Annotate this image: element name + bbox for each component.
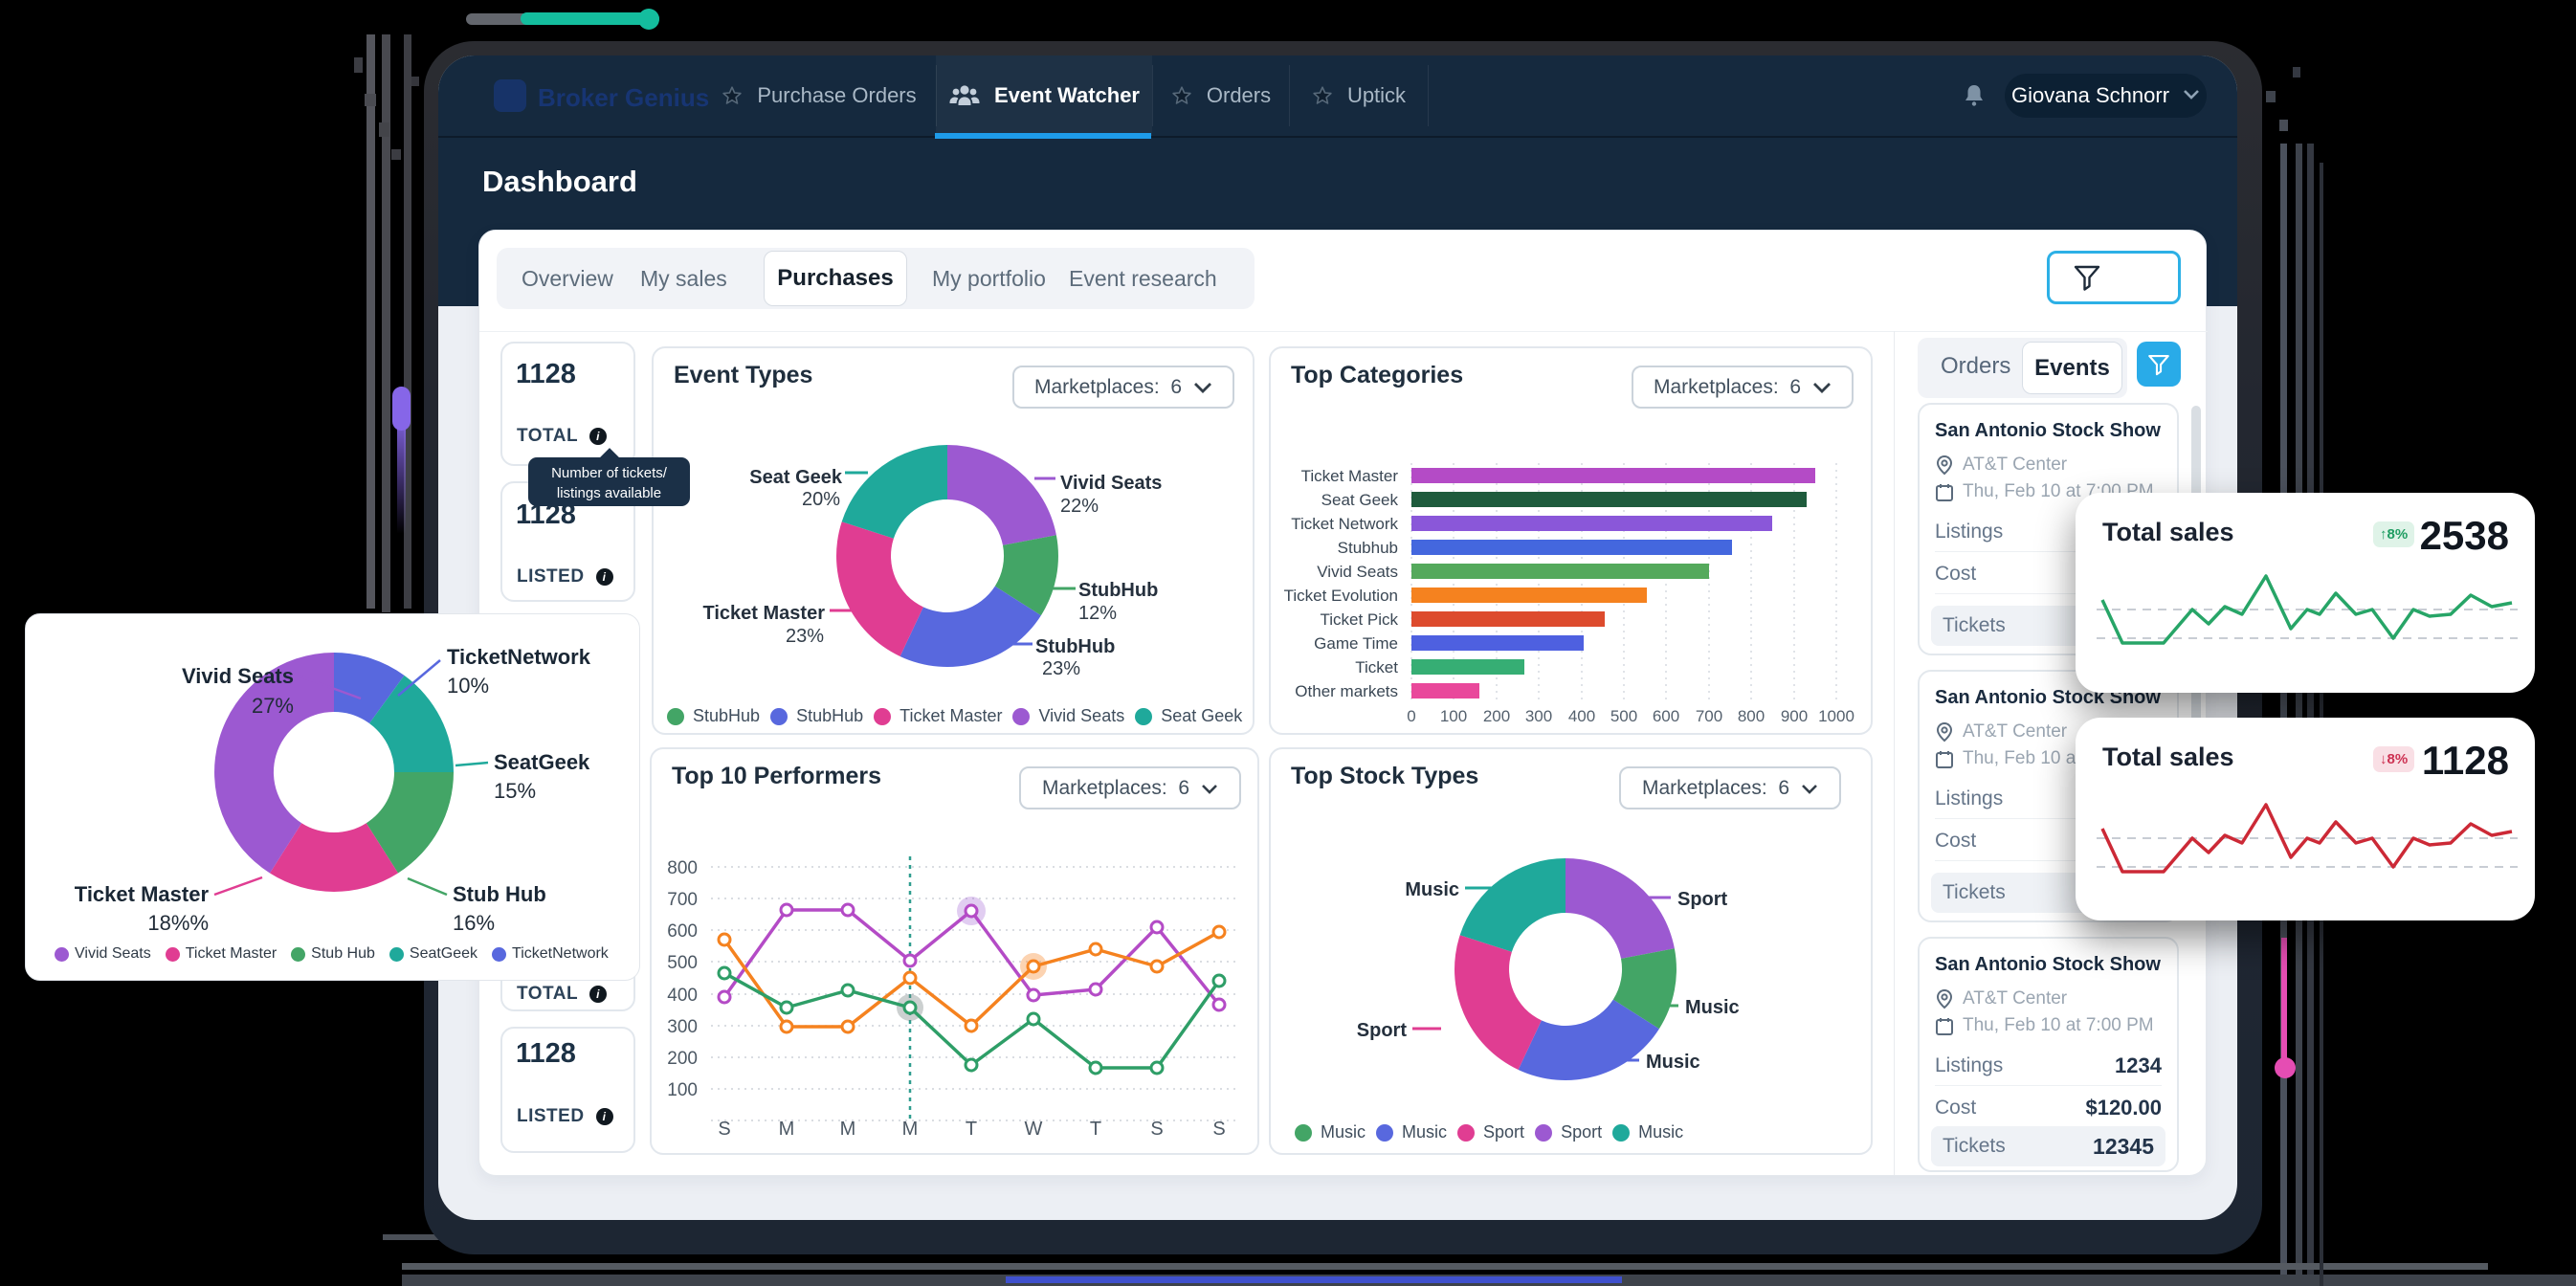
svg-text:M: M: [779, 1119, 795, 1140]
svg-text:Ticket Network: Ticket Network: [1291, 515, 1398, 533]
svg-text:1000: 1000: [1818, 707, 1854, 725]
svg-text:Vivid Seats: Vivid Seats: [182, 664, 294, 688]
svg-text:500: 500: [1610, 707, 1637, 725]
svg-text:18%%: 18%%: [147, 911, 209, 935]
svg-text:27%: 27%: [252, 694, 294, 718]
svg-text:Vivid Seats: Vivid Seats: [1317, 563, 1398, 581]
svg-text:200: 200: [1483, 707, 1510, 725]
svg-text:800: 800: [667, 858, 698, 878]
svg-text:Ticket Evolution: Ticket Evolution: [1284, 587, 1398, 605]
svg-text:Music: Music: [1685, 997, 1740, 1018]
svg-text:Stubhub: Stubhub: [1338, 539, 1398, 557]
svg-text:400: 400: [667, 986, 698, 1006]
svg-text:TicketNetwork: TicketNetwork: [447, 645, 591, 669]
svg-text:100: 100: [667, 1080, 698, 1100]
svg-text:400: 400: [1568, 707, 1595, 725]
svg-text:Ticket Master: Ticket Master: [703, 603, 826, 624]
svg-text:T: T: [966, 1119, 977, 1140]
svg-text:300: 300: [1525, 707, 1552, 725]
svg-text:T: T: [1090, 1119, 1101, 1140]
svg-text:Other markets: Other markets: [1295, 682, 1398, 700]
svg-text:Ticket Pick: Ticket Pick: [1320, 610, 1398, 629]
svg-text:StubHub: StubHub: [1035, 636, 1115, 657]
svg-text:Sport: Sport: [1677, 889, 1728, 910]
svg-text:W: W: [1025, 1119, 1043, 1140]
svg-text:500: 500: [667, 953, 698, 973]
svg-text:600: 600: [667, 921, 698, 942]
svg-text:15%: 15%: [494, 779, 536, 803]
svg-text:200: 200: [667, 1049, 698, 1069]
svg-text:12%: 12%: [1078, 603, 1117, 624]
svg-text:700: 700: [667, 890, 698, 910]
svg-text:Game Time: Game Time: [1314, 634, 1398, 653]
svg-text:100: 100: [1440, 707, 1467, 725]
svg-text:Stub Hub: Stub Hub: [453, 882, 546, 906]
svg-text:SeatGeek: SeatGeek: [494, 750, 590, 774]
svg-text:Vivid Seats: Vivid Seats: [1060, 473, 1162, 494]
svg-text:Music: Music: [1646, 1052, 1700, 1073]
svg-text:StubHub: StubHub: [1078, 580, 1158, 601]
svg-text:Seat Geek: Seat Geek: [749, 467, 843, 488]
svg-text:S: S: [1150, 1119, 1163, 1140]
svg-text:Music: Music: [1405, 879, 1459, 900]
svg-text:700: 700: [1696, 707, 1722, 725]
svg-text:Sport: Sport: [1357, 1020, 1408, 1041]
svg-text:Ticket Master: Ticket Master: [75, 882, 210, 906]
svg-text:Ticket: Ticket: [1355, 658, 1398, 676]
svg-text:M: M: [902, 1119, 919, 1140]
svg-text:23%: 23%: [786, 626, 824, 647]
svg-text:10%: 10%: [447, 674, 489, 698]
svg-text:22%: 22%: [1060, 496, 1099, 517]
svg-text:S: S: [1212, 1119, 1225, 1140]
svg-text:23%: 23%: [1042, 658, 1080, 679]
svg-text:M: M: [840, 1119, 856, 1140]
svg-text:300: 300: [667, 1017, 698, 1037]
svg-text:Ticket Master: Ticket Master: [1301, 467, 1399, 485]
svg-text:800: 800: [1738, 707, 1765, 725]
svg-text:900: 900: [1781, 707, 1808, 725]
svg-text:S: S: [718, 1119, 730, 1140]
svg-text:600: 600: [1653, 707, 1679, 725]
svg-text:Seat Geek: Seat Geek: [1321, 491, 1399, 509]
svg-text:16%: 16%: [453, 911, 495, 935]
svg-text:0: 0: [1407, 707, 1415, 725]
svg-text:20%: 20%: [802, 489, 840, 510]
